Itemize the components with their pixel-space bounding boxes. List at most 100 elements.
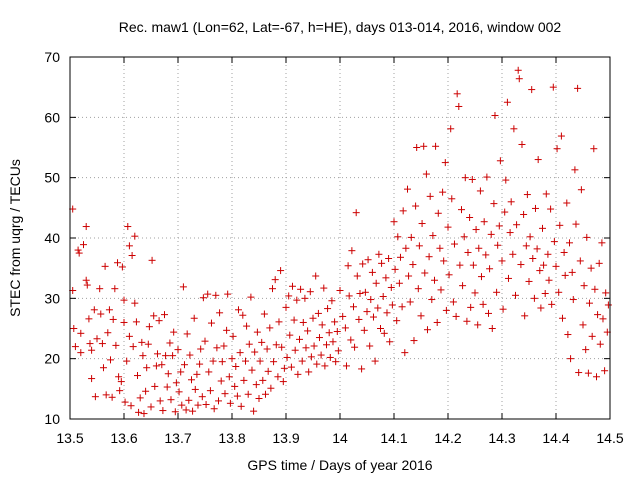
x-tick-label: 14 xyxy=(332,430,348,446)
data-point xyxy=(353,272,361,280)
data-point xyxy=(283,353,291,361)
data-point xyxy=(114,259,122,267)
data-point xyxy=(531,204,539,212)
data-point xyxy=(412,202,420,210)
data-point xyxy=(350,303,357,311)
data-point xyxy=(358,365,366,373)
data-point xyxy=(501,208,509,216)
data-point xyxy=(158,361,166,369)
data-point xyxy=(433,318,441,326)
data-point xyxy=(102,391,110,399)
data-point xyxy=(401,349,409,357)
data-point xyxy=(440,257,448,265)
data-point xyxy=(594,311,602,319)
data-point xyxy=(449,298,457,306)
data-point xyxy=(393,317,401,325)
data-point xyxy=(553,145,561,153)
data-point xyxy=(448,195,456,203)
data-point xyxy=(557,132,565,140)
data-point xyxy=(277,267,285,275)
data-point xyxy=(291,346,299,354)
data-point xyxy=(383,309,391,317)
data-point xyxy=(568,268,576,276)
data-point xyxy=(144,340,152,348)
data-point xyxy=(359,260,367,268)
data-point xyxy=(288,282,296,290)
data-point xyxy=(80,241,87,249)
data-point xyxy=(205,368,213,376)
data-point xyxy=(402,244,410,252)
data-point xyxy=(207,319,215,327)
data-point xyxy=(506,229,514,237)
y-tick-label: 10 xyxy=(44,411,60,427)
data-point xyxy=(264,367,272,375)
data-point xyxy=(439,188,447,196)
data-point xyxy=(212,291,220,299)
data-point xyxy=(556,221,564,229)
data-point xyxy=(179,283,187,291)
data-point xyxy=(596,340,604,348)
data-point xyxy=(255,394,263,402)
data-point xyxy=(120,318,128,326)
data-point xyxy=(547,205,555,213)
data-point xyxy=(263,345,271,353)
data-point xyxy=(480,218,488,226)
data-point xyxy=(520,210,528,218)
data-point xyxy=(196,360,204,368)
data-point xyxy=(560,248,568,256)
data-point xyxy=(75,249,83,257)
x-tick-label: 13.5 xyxy=(56,430,83,446)
data-point xyxy=(271,276,279,284)
data-point xyxy=(182,406,190,414)
data-point xyxy=(509,250,517,258)
data-point xyxy=(549,83,557,91)
data-point xyxy=(502,176,510,184)
data-point xyxy=(320,284,328,292)
data-point xyxy=(530,294,538,302)
data-point xyxy=(88,375,96,383)
data-point xyxy=(450,240,458,248)
data-point xyxy=(309,314,317,322)
data-point xyxy=(563,199,571,207)
data-point xyxy=(193,370,201,378)
data-point xyxy=(108,393,116,401)
data-point xyxy=(104,329,112,337)
data-point xyxy=(236,349,244,357)
data-point xyxy=(233,392,241,400)
data-point xyxy=(248,366,256,374)
data-point xyxy=(231,382,239,390)
data-point xyxy=(494,241,502,249)
data-point xyxy=(274,373,282,381)
data-point xyxy=(555,288,563,296)
data-point xyxy=(410,337,418,345)
data-point xyxy=(140,410,148,418)
data-point xyxy=(331,318,339,326)
data-point xyxy=(598,239,606,247)
data-point xyxy=(391,265,399,273)
data-point xyxy=(138,338,146,346)
data-point xyxy=(329,338,337,346)
data-point xyxy=(422,170,430,178)
data-point xyxy=(323,341,330,349)
data-point xyxy=(77,329,85,337)
data-point xyxy=(279,378,287,386)
data-point xyxy=(318,321,326,329)
data-point xyxy=(242,357,249,365)
data-point xyxy=(432,142,440,150)
data-point xyxy=(388,301,396,309)
data-point xyxy=(525,277,533,285)
data-point xyxy=(294,370,302,378)
y-tick-label: 30 xyxy=(44,290,60,306)
data-point xyxy=(243,322,251,330)
data-point xyxy=(116,387,124,395)
data-point xyxy=(206,387,214,395)
data-point xyxy=(372,279,380,287)
data-point xyxy=(366,342,374,350)
data-point xyxy=(150,312,158,320)
data-point xyxy=(269,285,276,293)
data-point xyxy=(285,292,293,300)
data-point xyxy=(579,321,587,329)
data-point xyxy=(477,273,485,281)
data-point xyxy=(278,343,286,351)
